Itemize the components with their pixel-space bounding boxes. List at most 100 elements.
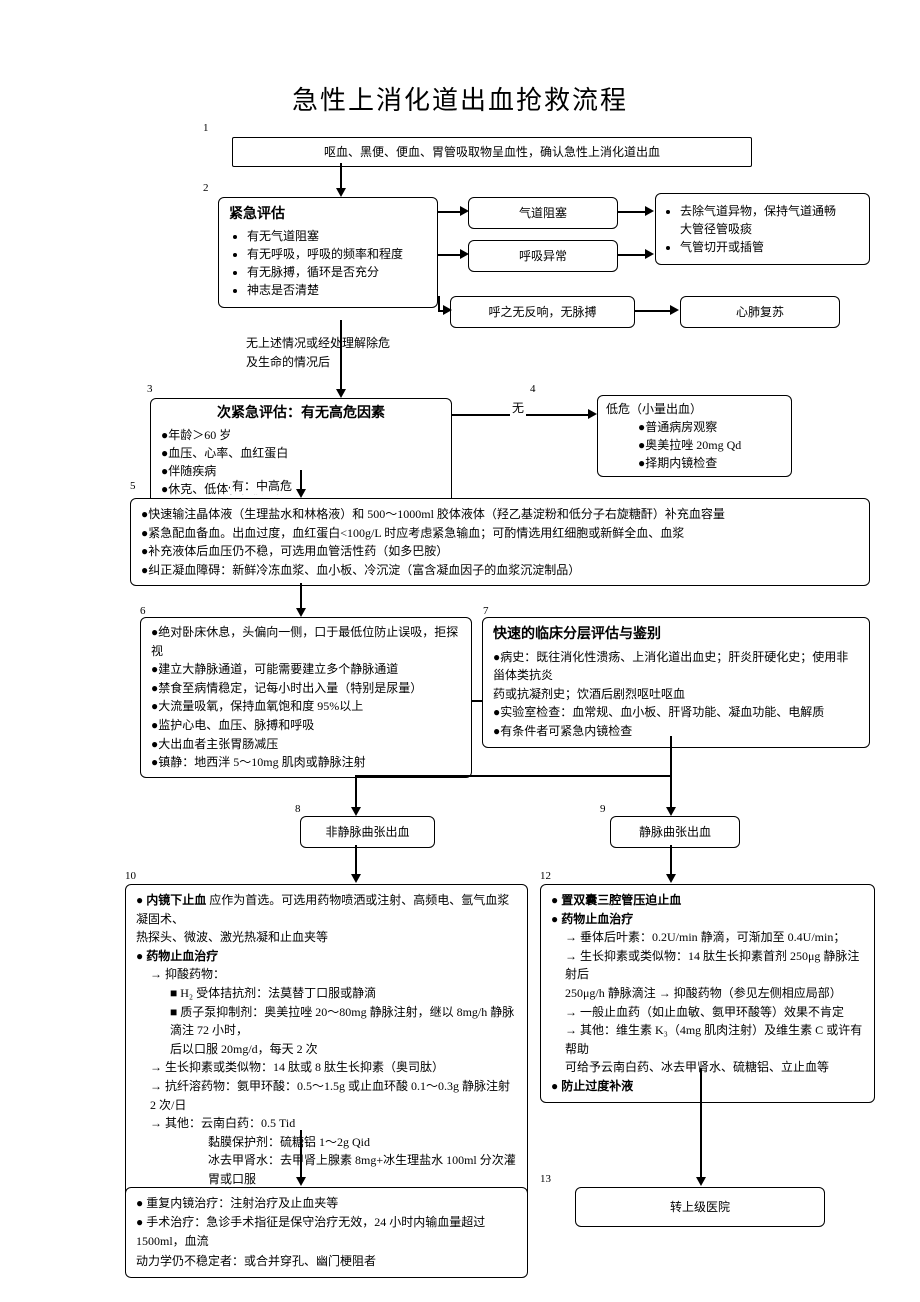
arrow [618,254,648,256]
li: → 其他：维生素 K₃（4mg 肌肉注射）及维生素 C 或许有帮助 可给予云南白… [565,1021,864,1077]
arrow [700,1068,702,1180]
box-12-h1: ● 置双囊三腔管压迫止血 [551,891,864,910]
txt: 质子泵抑制剂：奥美拉唑 20～80mg 静脉注射，继以 8mg/h 静脉滴注 7… [170,1005,514,1056]
box-2e: 心肺复苏 [680,296,840,328]
box-11: ● 重复内镜治疗：注射治疗及止血夹等 ● 手术治疗：急诊手术指征是保守治疗无效，… [125,1187,528,1278]
arrow-head [336,389,346,398]
arrow [670,845,672,877]
arrow-head [666,874,676,883]
li: 有无气道阻塞 [247,227,427,245]
li: ●血压、心率、血红蛋白 [161,444,306,462]
label-after-urgent: 无上述情况或经处理解除危 及生命的情况后 [244,334,444,372]
txt: 抗纤溶药物：氨甲环酸：0.5～1.5g 或止血环酸 0.1～0.3g 静脉注射 … [150,1079,510,1112]
li: ●紧急配血备血。出血过度，血红蛋白<100g/L 时应考虑紧急输血；可酌情选用红… [141,524,859,543]
box-2d: 去除气道异物，保持气道通畅 大管径管吸痰 气管切开或插管 [655,193,870,265]
box-2a-text: 气道阻塞 [519,206,567,220]
li: ●有条件者可紧急内镜检查 [493,722,859,741]
li: 冰去甲肾水：去甲肾上腺素 8mg+冰生理盐水 100ml 分次灌胃或口服 [150,1151,517,1188]
li: 气管切开或插管 [680,238,859,256]
arrow-head [351,807,361,816]
txt: 生长抑素或类似物：14 肽或 8 肽生长抑素（奥司肽） [165,1060,444,1074]
box-3-left: ●年龄＞60 岁 ●血压、心率、血红蛋白 ●伴随疾病 [161,426,306,480]
li: → 抑酸药物： [150,965,517,984]
li: → 其他：云南白药：0.5 Tid [150,1114,517,1133]
box-13: 转上级医院 [575,1187,825,1227]
txt: 垂体后叶素：0.2U/min 静滴，可渐加至 0.4U/min； [580,930,845,944]
arrow-head [645,249,654,259]
li: ■ 质子泵抑制剂：奥美拉唑 20～80mg 静脉注射，继以 8mg/h 静脉滴注… [150,1003,517,1059]
txt: 一般止血药（如止血敏、氨甲环酸等）效果不肯定 [580,1005,844,1019]
label-none: 无 [510,399,526,416]
arrow [438,296,440,311]
page-title: 急性上消化道出血抢救流程 [0,80,920,117]
box-2d-list: 去除气道异物，保持气道通畅 大管径管吸痰 气管切开或插管 [666,202,859,256]
txt: H₂ 受体拮抗剂：法莫替丁口服或静滴 [180,986,376,1000]
txt: 其他：云南白药：0.5 Tid [165,1116,295,1130]
li: ●大出血者主张胃肠减压 [151,735,461,754]
box-10-h2: ● 药物止血治疗 [136,947,517,966]
li: ●普通病房观察 [638,418,783,436]
step-num-12: 12 [540,870,551,882]
box-2b-text: 呼吸异常 [519,249,567,263]
arrow-head [666,807,676,816]
box-1-text: 呕血、黑便、便血、胃管吸取物呈血性，确认急性上消化道出血 [324,145,660,159]
arrow-head [296,1177,306,1186]
box-6: ●绝对卧床休息，头偏向一侧，口于最低位防止误吸，拒探视 ●建立大静脉通道，可能需… [140,617,472,778]
li: 黏膜保护剂：硫糖铝 1～2g Qid [150,1133,517,1152]
li: ●病史：既往消化性溃疡、上消化道出血史；肝炎肝硬化史；使用非甾体类抗炎 药或抗凝… [493,648,859,704]
li: ●实验室检查：血常规、血小板、肝肾功能、凝血功能、电解质 [493,703,859,722]
box-5: ●快速输注晶体液（生理盐水和林格液）和 500～1000ml 胶体液体（羟乙基淀… [130,498,870,586]
arrow-head [588,409,597,419]
li: ●年龄＞60 岁 [161,426,306,444]
box-10-details: → 抑酸药物： ■ H₂ 受体拮抗剂：法莫替丁口服或静滴 ■ 质子泵抑制剂：奥美… [136,965,517,1207]
li: → 垂体后叶素：0.2U/min 静滴，可渐加至 0.4U/min； [565,928,864,947]
step-num-7: 7 [483,605,489,617]
li: → 生长抑素或类似物：14 肽或 8 肽生长抑素（奥司肽） [150,1058,517,1077]
arrow [355,775,672,777]
arrow-head [460,206,469,216]
label-yes: 有：中高危 [230,477,294,494]
box-13-text: 转上级医院 [670,1200,730,1214]
box-2a: 气道阻塞 [468,197,618,229]
li: ●监护心电、血压、脉搏和呼吸 [151,716,461,735]
li: 有无呼吸，呼吸的频率和程度 [247,245,427,263]
arrow [300,1130,302,1180]
arrow [670,775,672,810]
box-8: 非静脉曲张出血 [300,816,435,848]
step-num-1: 1 [203,122,209,134]
li: → 生长抑素或类似物：14 肽生长抑素首剂 250μg 静脉注射后 250μg/… [565,947,864,1003]
arrow-head [443,305,452,315]
box-2b: 呼吸异常 [468,240,618,272]
li: ●纠正凝血障碍：新鲜冷冻血浆、血小板、冷沉淀（富含凝血因子的血浆沉淀制品） [141,561,859,580]
connector [472,700,482,702]
arrow [340,320,342,392]
txt: 生长抑素或类似物：14 肽生长抑素首剂 250μg 静脉注射后 250μg/h … [565,949,859,1000]
txt: 抑酸药物： [165,967,225,981]
li: ●大流量吸氧，保持血氧饱和度 95%以上 [151,697,461,716]
li: 有无脉搏，循环是否充分 [247,263,427,281]
box-9: 静脉曲张出血 [610,816,740,848]
li: ●镇静：地西泮 5～10mg 肌肉或静脉注射 [151,753,461,772]
box-2c: 呼之无反响，无脉搏 [450,296,635,328]
arrow [355,845,357,877]
box-12-list: → 垂体后叶素：0.2U/min 静滴，可渐加至 0.4U/min； → 生长抑… [551,928,864,1077]
li: ●补充液体后血压仍不稳，可选用血管活性药（如多巴胺） [141,542,859,561]
step-num-3: 3 [147,383,153,395]
arrow [670,736,672,776]
arrow-head [296,489,306,498]
arrow-head [351,874,361,883]
li: ●建立大静脉通道，可能需要建立多个静脉通道 [151,660,461,679]
box-2-title: 紧急评估 [229,204,427,225]
box-10-h1: ● 内镜下止血 应作为首选。可选用药物喷洒或注射、高频电、氩气血浆凝固术、 热探… [136,891,517,947]
box-4: 低危（小量出血） ●普通病房观察 ●奥美拉唑 20mg Qd ●择期内镜检查 [597,395,792,477]
box-2-list: 有无气道阻塞 有无呼吸，呼吸的频率和程度 有无脉搏，循环是否充分 神志是否清楚 [229,227,427,299]
arrow [635,310,673,312]
box-9-text: 静脉曲张出血 [639,825,711,839]
box-4-list: ●普通病房观察 ●奥美拉唑 20mg Qd ●择期内镜检查 [606,418,783,472]
li: 神志是否清楚 [247,281,427,299]
arrow-head [696,1177,706,1186]
box-2c-text: 呼之无反响，无脉搏 [488,305,596,319]
step-num-10: 10 [125,870,136,882]
li: ● 手术治疗：急诊手术指征是保守治疗无效，24 小时内输血量超过 1500ml，… [136,1213,517,1271]
arrow [355,775,357,810]
